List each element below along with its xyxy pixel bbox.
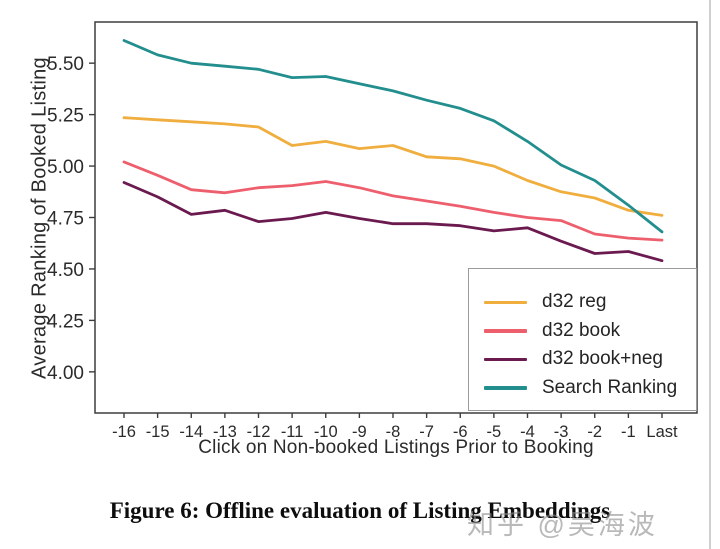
x-tick-label: -2 (587, 423, 602, 441)
figure-caption: Figure 6: Offline evaluation of Listing … (109, 498, 611, 523)
legend-label-d32-book: d32 book (542, 319, 621, 341)
legend-label-d32-reg: d32 reg (542, 291, 607, 313)
x-tick-label: -14 (179, 423, 203, 441)
x-axis-title: Click on Non-booked Listings Prior to Bo… (198, 437, 594, 458)
legend-label-d32-book-neg: d32 book+neg (542, 348, 663, 370)
x-tick-label: -9 (352, 423, 367, 441)
x-tick-label: -8 (386, 423, 401, 441)
x-tick-label: Last (646, 423, 678, 441)
legend-swatch-d32-book (484, 329, 527, 333)
x-tick-label: -3 (554, 423, 569, 441)
series-line-d32-book-neg (122, 181, 664, 263)
legend-item-d32-reg: d32 reg (469, 288, 696, 317)
x-tick-label: -6 (453, 423, 468, 441)
legend: d32 reg d32 book d32 book+neg Search Rankin… (468, 268, 697, 411)
x-tick-label: -12 (247, 423, 271, 441)
x-tick-label: -4 (520, 423, 535, 441)
y-tick-label: 4.50 (47, 260, 84, 281)
x-tick-label: -7 (419, 423, 434, 441)
y-tick-label: 4.75 (47, 209, 84, 230)
x-tick-label: -10 (314, 423, 338, 441)
watermark-text: 知乎 @吴海波 (467, 510, 658, 540)
series-line-d32-book (122, 160, 664, 242)
y-tick-label: 5.25 (47, 106, 84, 127)
series-line-d32-reg (122, 116, 664, 217)
legend-swatch-d32-book-neg (484, 357, 527, 362)
x-tick-label: -16 (112, 423, 136, 441)
x-tick-label: -13 (213, 423, 237, 441)
legend-item-d32-book: d32 book (469, 317, 696, 346)
line-chart-plot: -16 -15 -14 -13 -12 -11 -10 -9 -8 -7 -6 -5 -4 -3 -2 -1 L… (47, 21, 698, 441)
y-axis-title: Average Ranking of Booked Listing (28, 57, 51, 379)
x-tick-label: -15 (146, 423, 170, 441)
x-tick-label: -5 (487, 423, 502, 441)
legend-label-search-ranking: Search Ranking (542, 377, 678, 399)
y-tick-label: 5.50 (47, 54, 84, 75)
y-tick-label: 4.00 (47, 363, 84, 384)
y-tick-label: 5.00 (47, 157, 84, 178)
series-line-search-ranking (122, 39, 664, 234)
legend-swatch-d32-reg (484, 300, 527, 305)
legend-item-search-ranking: Search Ranking (469, 374, 696, 403)
legend-swatch-search-ranking (484, 386, 527, 390)
x-tick-label: -11 (281, 423, 304, 441)
page-edge-divider (709, 0, 711, 549)
legend-item-d32-book-neg: d32 book+neg (469, 345, 696, 374)
x-tick-label: -1 (621, 423, 636, 441)
y-tick-label: 4.25 (47, 311, 84, 332)
